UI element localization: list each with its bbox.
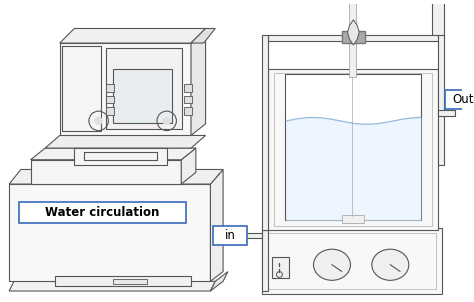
Bar	[438, 110, 456, 116]
Ellipse shape	[372, 249, 409, 280]
Bar	[184, 95, 192, 103]
Bar	[184, 84, 192, 92]
Bar	[240, 233, 262, 238]
Bar	[262, 228, 442, 294]
Bar	[106, 48, 182, 129]
Text: Out: Out	[453, 93, 474, 106]
Bar	[273, 73, 432, 226]
Circle shape	[163, 117, 171, 125]
Polygon shape	[210, 271, 228, 291]
FancyBboxPatch shape	[445, 90, 474, 109]
Bar	[55, 276, 191, 286]
Polygon shape	[191, 28, 206, 135]
Polygon shape	[45, 135, 206, 148]
Bar	[342, 31, 365, 43]
Bar	[106, 95, 114, 103]
Polygon shape	[9, 184, 210, 281]
Polygon shape	[60, 43, 191, 135]
Polygon shape	[210, 169, 223, 281]
Bar	[432, 0, 444, 41]
Polygon shape	[181, 148, 196, 184]
Polygon shape	[191, 28, 215, 43]
FancyBboxPatch shape	[19, 201, 186, 223]
Bar	[113, 279, 147, 284]
Bar	[272, 257, 289, 278]
Bar	[268, 233, 436, 289]
Bar	[62, 46, 100, 130]
Text: Water circulation: Water circulation	[46, 206, 160, 219]
Polygon shape	[74, 148, 167, 165]
Polygon shape	[9, 169, 223, 184]
Bar	[268, 35, 438, 41]
Polygon shape	[30, 148, 196, 160]
Circle shape	[95, 117, 102, 125]
Bar	[106, 84, 114, 92]
Bar	[349, 0, 356, 77]
Bar	[113, 69, 172, 123]
Polygon shape	[60, 28, 206, 43]
Bar	[342, 215, 364, 223]
Bar	[184, 107, 192, 115]
Polygon shape	[347, 20, 359, 45]
Bar	[438, 35, 444, 165]
Bar	[262, 230, 268, 291]
Bar	[285, 74, 421, 220]
Bar	[106, 107, 114, 115]
Ellipse shape	[313, 249, 350, 280]
Bar	[262, 35, 268, 230]
Polygon shape	[9, 281, 215, 291]
Polygon shape	[30, 160, 181, 184]
FancyBboxPatch shape	[213, 226, 247, 245]
Text: in: in	[225, 229, 235, 242]
Bar	[268, 69, 438, 230]
